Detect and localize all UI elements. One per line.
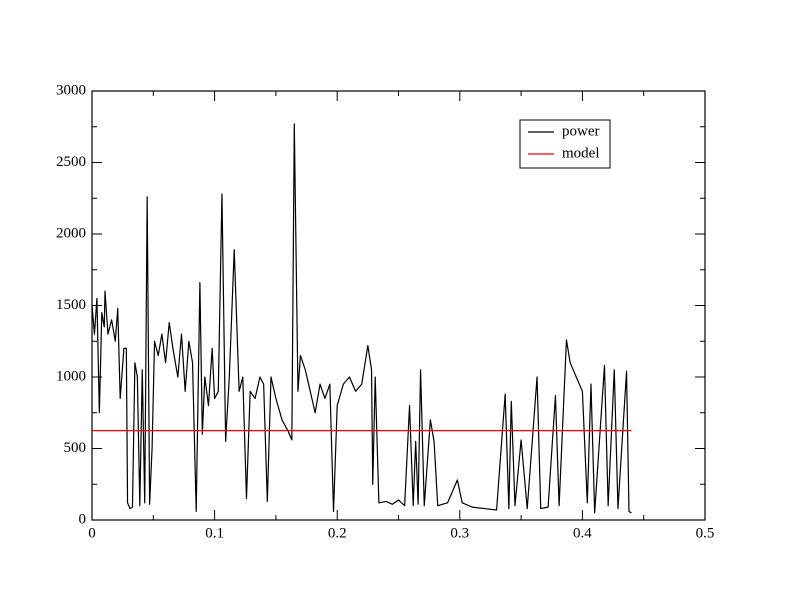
y-tick-label: 1500 bbox=[56, 297, 86, 313]
x-tick-label: 0.5 bbox=[696, 525, 715, 541]
x-tick-label: 0.2 bbox=[328, 525, 347, 541]
x-tick-label: 0.4 bbox=[573, 525, 592, 541]
legend-label: power bbox=[562, 123, 600, 139]
y-tick-label: 1000 bbox=[56, 368, 86, 384]
x-tick-label: 0.3 bbox=[450, 525, 469, 541]
y-tick-label: 2000 bbox=[56, 225, 86, 241]
x-tick-label: 0 bbox=[88, 525, 96, 541]
legend-label: model bbox=[562, 145, 600, 161]
plot-frame bbox=[91, 90, 706, 521]
y-tick-label: 2500 bbox=[56, 154, 86, 170]
y-tick-label: 500 bbox=[64, 440, 87, 456]
y-tick-label: 0 bbox=[79, 511, 87, 527]
x-tick-label: 0.1 bbox=[205, 525, 224, 541]
y-tick-label: 3000 bbox=[56, 82, 86, 98]
legend-box bbox=[519, 119, 611, 169]
series-line bbox=[91, 123, 632, 514]
